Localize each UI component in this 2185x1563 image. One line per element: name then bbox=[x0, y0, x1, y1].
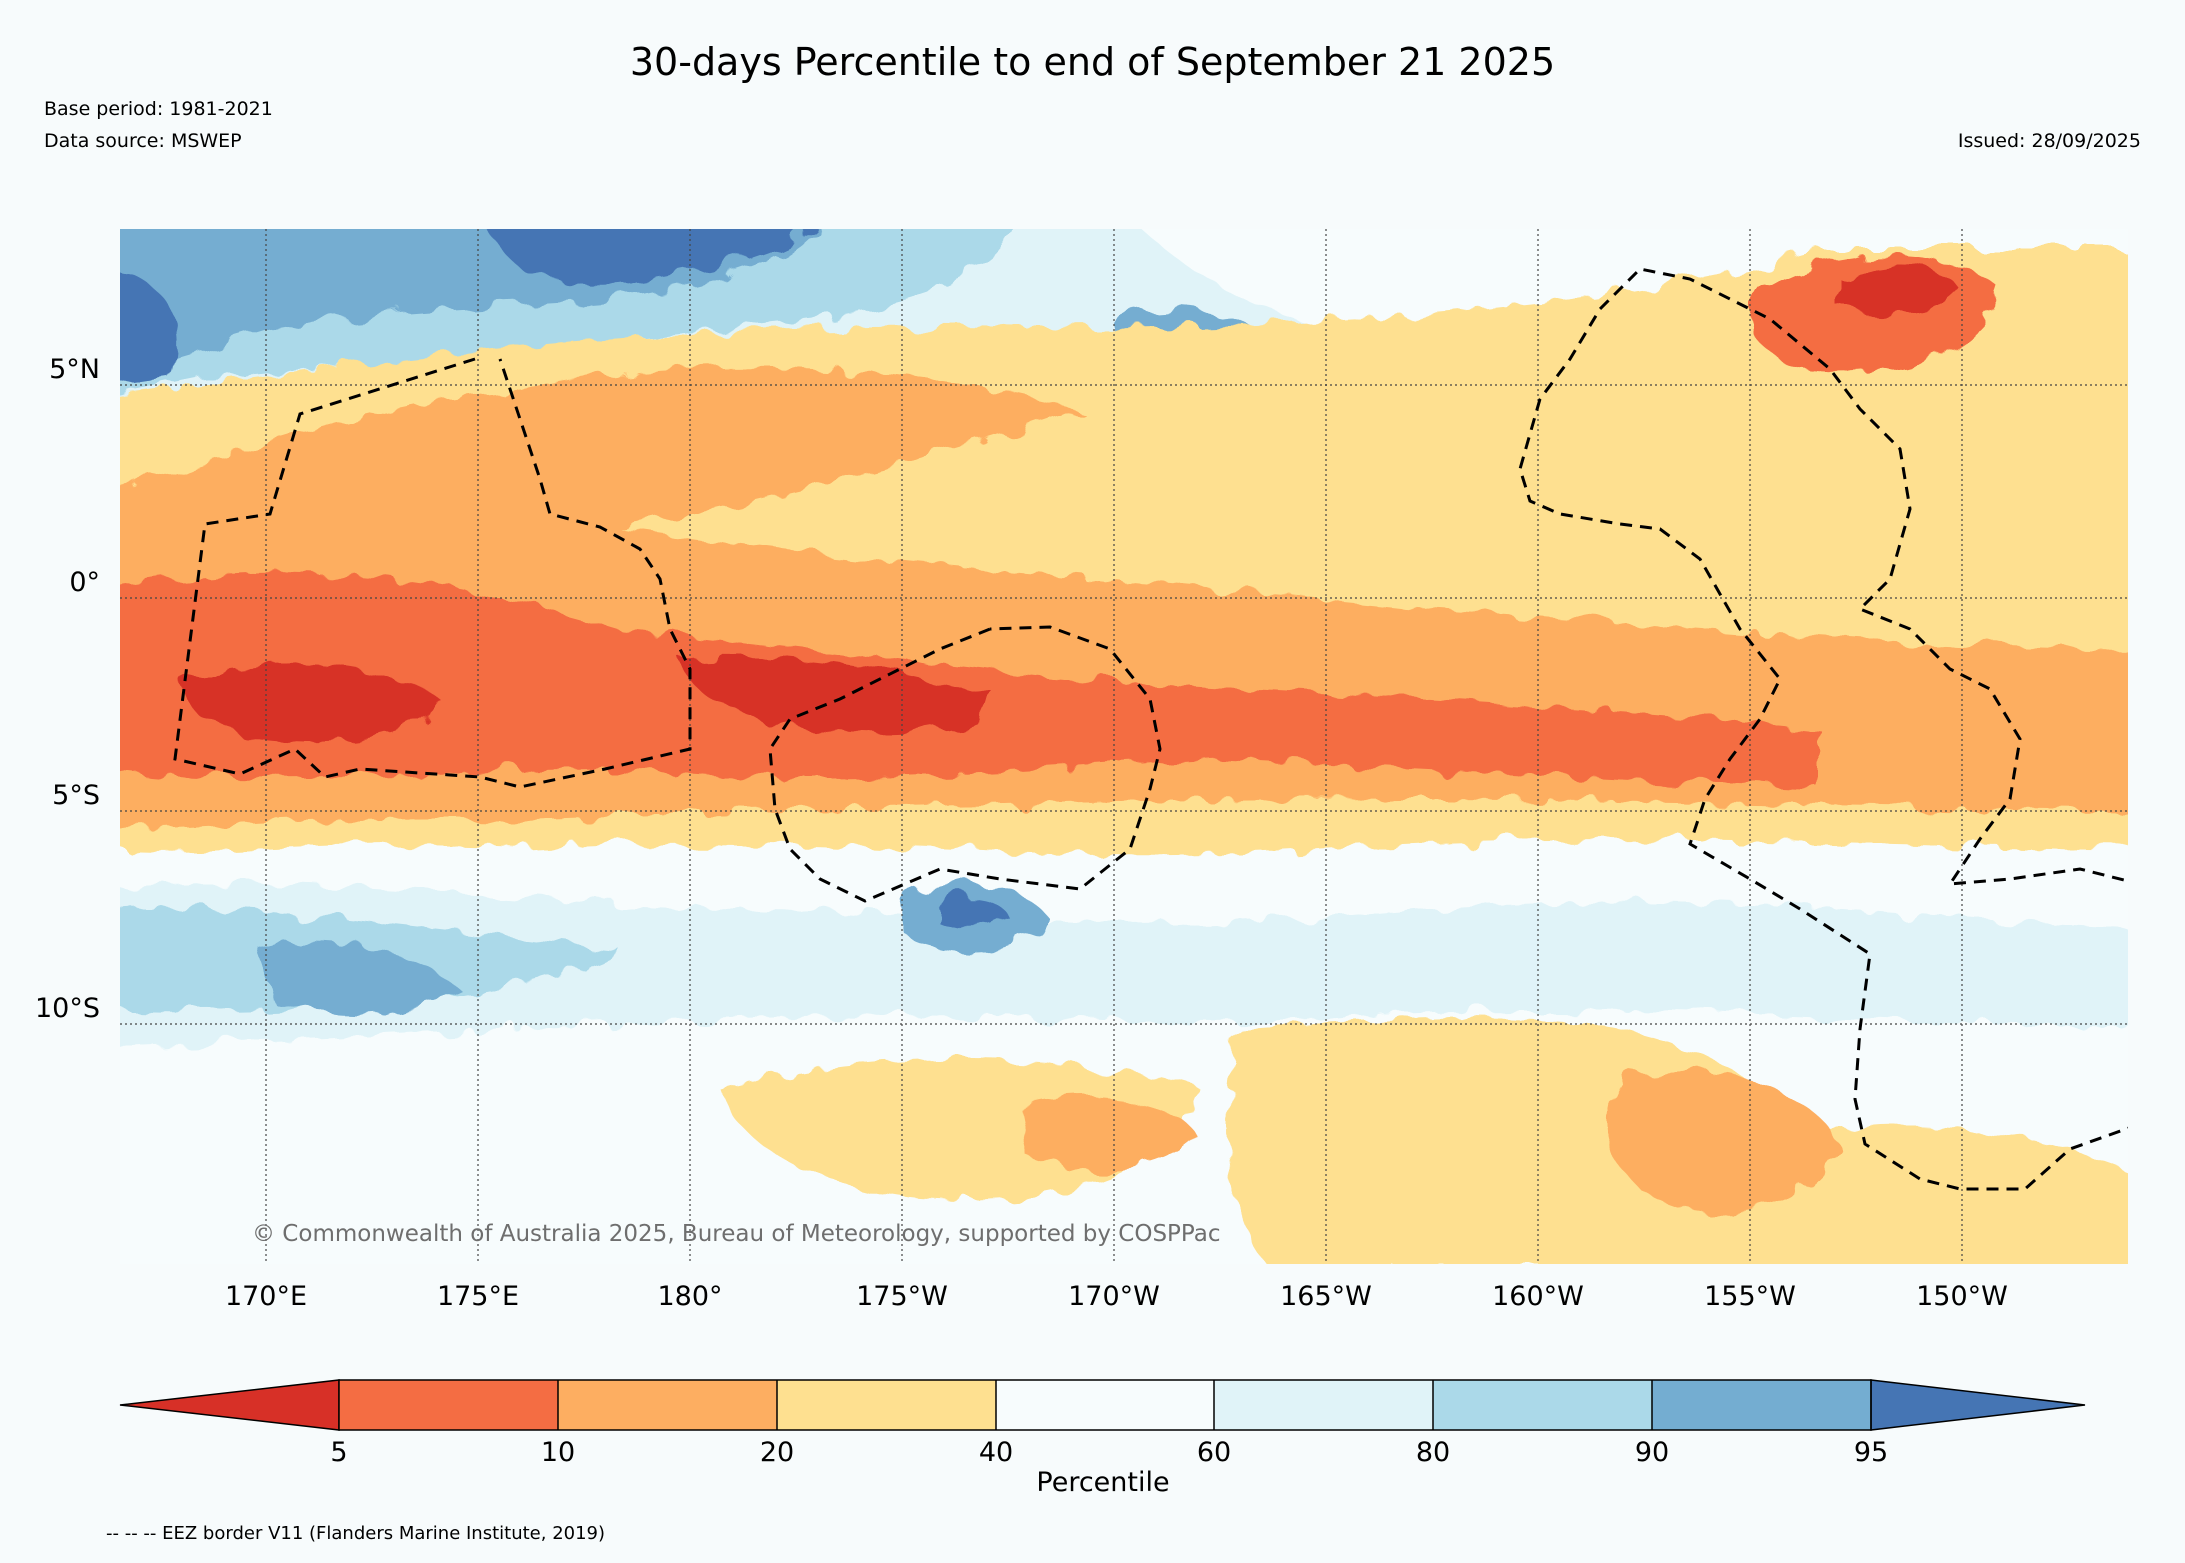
lon-label-150w: 150°W bbox=[1916, 1281, 2008, 1312]
lon-label-175e: 175°E bbox=[436, 1281, 520, 1312]
eez-borders bbox=[173, 267, 2128, 1191]
colorbar-tick-60: 60 bbox=[1196, 1437, 1232, 1468]
colorbar-tick-10: 10 bbox=[540, 1437, 576, 1468]
lon-label-155w: 155°W bbox=[1704, 1281, 1796, 1312]
lat-label-5n: 5°N bbox=[49, 353, 100, 385]
colorbar-segment-60-80 bbox=[1214, 1380, 1433, 1430]
lat-label-10s: 10°S bbox=[35, 992, 100, 1024]
colorbar-segment-above-95 bbox=[1870, 1379, 2086, 1431]
colorbar-segment-5-10 bbox=[339, 1380, 558, 1430]
lat-label-0: 0° bbox=[69, 566, 100, 598]
dry-spot-south-20 bbox=[1606, 1072, 1840, 1213]
colorbar-label: Percentile bbox=[1036, 1467, 1170, 1498]
base-period-label: Base period: 1981-2021 bbox=[44, 98, 273, 120]
colorbar-segment-90-95 bbox=[1652, 1380, 1871, 1430]
colorbar-tick-20: 20 bbox=[759, 1437, 795, 1468]
lon-label-170e: 170°E bbox=[224, 1281, 308, 1312]
data-source-label: Data source: MSWEP bbox=[44, 130, 242, 152]
wet-region-north-extreme bbox=[488, 229, 807, 285]
colorbar-segment-10-20 bbox=[558, 1380, 777, 1430]
colorbar-tick-95: 95 bbox=[1853, 1437, 1889, 1468]
lon-label-175w: 175°W bbox=[856, 1281, 948, 1312]
colorbar-tick-40: 40 bbox=[978, 1437, 1014, 1468]
colorbar-segment-40-60 bbox=[996, 1380, 1214, 1430]
colorbar-tick-90: 90 bbox=[1634, 1437, 1670, 1468]
dry-band-10 bbox=[120, 572, 1820, 789]
dry-band-5-central bbox=[680, 656, 1000, 733]
colorbar-segment-80-90 bbox=[1433, 1380, 1652, 1430]
lon-label-160w: 160°W bbox=[1492, 1281, 1584, 1312]
wet-region-south bbox=[120, 883, 2128, 1049]
wet-region-south-95 bbox=[260, 941, 460, 1013]
eez-border-note: -- -- -- EEZ border V11 (Flanders Marine… bbox=[106, 1523, 606, 1544]
map-title: 30-days Percentile to end of September 2… bbox=[629, 40, 1556, 84]
percentile-colorbar bbox=[119, 1379, 2086, 1431]
colorbar-tick-5: 5 bbox=[330, 1437, 348, 1468]
wet-region-north-extreme-west bbox=[120, 271, 177, 387]
colorbar-segment-below-5 bbox=[119, 1379, 340, 1431]
dry-spot-ne-5 bbox=[1840, 265, 1960, 315]
colorbar-segment-20-40 bbox=[777, 1380, 996, 1430]
dry-spot-south-central-20 bbox=[1020, 1099, 1200, 1173]
precipitation-field bbox=[120, 229, 2128, 1264]
lat-label-5s: 5°S bbox=[52, 779, 100, 811]
lon-label-165w: 165°W bbox=[1280, 1281, 1372, 1312]
issued-date-label: Issued: 28/09/2025 bbox=[1957, 130, 2141, 152]
lon-label-170w: 170°W bbox=[1068, 1281, 1160, 1312]
dry-band-5-west bbox=[180, 665, 440, 743]
colorbar-tick-80: 80 bbox=[1415, 1437, 1451, 1468]
lon-label-180: 180° bbox=[657, 1281, 723, 1312]
copyright-watermark: © Commonwealth of Australia 2025, Bureau… bbox=[252, 1221, 1221, 1247]
percentile-map: © Commonwealth of Australia 2025, Bureau… bbox=[120, 229, 2128, 1264]
wet-spot-172w-95 bbox=[935, 895, 1010, 931]
